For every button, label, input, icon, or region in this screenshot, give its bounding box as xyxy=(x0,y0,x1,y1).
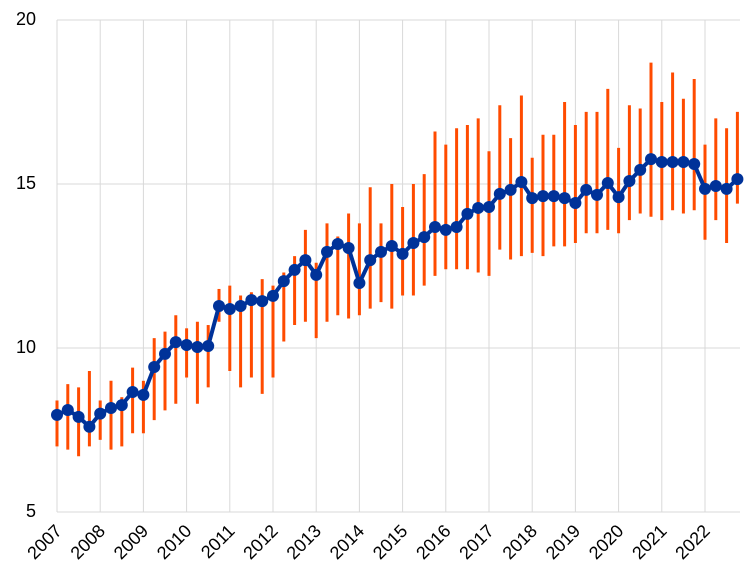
point xyxy=(148,361,161,374)
point xyxy=(731,173,744,186)
point xyxy=(223,302,236,315)
point xyxy=(385,239,398,252)
point xyxy=(364,254,377,267)
point xyxy=(699,182,711,195)
x-tick-label: 2010 xyxy=(153,521,195,563)
point xyxy=(267,289,279,302)
y-tick-label: 10 xyxy=(16,337,36,357)
x-tick-label: 2018 xyxy=(499,521,541,563)
point xyxy=(126,385,139,398)
y-tick-label: 20 xyxy=(16,9,36,29)
x-tick-label: 2016 xyxy=(412,521,454,563)
point xyxy=(61,403,74,416)
x-tick-label: 2013 xyxy=(283,521,325,563)
point xyxy=(353,277,366,290)
point xyxy=(331,238,344,251)
point xyxy=(83,420,96,433)
point xyxy=(72,410,85,423)
point xyxy=(472,201,485,214)
point xyxy=(342,241,355,254)
point xyxy=(234,300,247,313)
point xyxy=(645,153,657,166)
point xyxy=(688,157,701,170)
point xyxy=(677,156,690,169)
x-tick-label: 2020 xyxy=(585,521,627,563)
point xyxy=(105,402,117,415)
point xyxy=(547,190,560,203)
point xyxy=(591,188,603,201)
x-tick-label: 2021 xyxy=(628,521,670,563)
point xyxy=(558,192,571,205)
point xyxy=(709,179,722,192)
y-tick-label: 5 xyxy=(26,501,36,521)
point xyxy=(418,231,431,244)
x-tick-label: 2022 xyxy=(671,521,713,563)
point xyxy=(321,245,333,258)
point xyxy=(515,176,528,189)
point xyxy=(245,294,258,307)
point xyxy=(580,183,593,196)
point xyxy=(396,247,409,260)
x-tick-label: 2014 xyxy=(326,521,368,563)
x-tick-label: 2007 xyxy=(23,521,65,563)
point xyxy=(483,200,495,213)
point xyxy=(504,183,517,196)
point xyxy=(429,220,441,233)
x-tick-label: 2009 xyxy=(110,521,152,563)
point xyxy=(375,245,387,258)
point xyxy=(191,341,204,354)
point xyxy=(137,388,150,401)
x-tick-label: 2015 xyxy=(369,521,411,563)
point xyxy=(288,263,301,276)
point xyxy=(94,407,107,420)
point xyxy=(623,175,636,188)
x-tick-label: 2019 xyxy=(542,521,584,563)
line xyxy=(56,157,739,429)
point xyxy=(439,223,452,236)
point xyxy=(180,339,193,352)
point xyxy=(666,156,679,169)
point xyxy=(169,336,182,349)
x-tick-label: 2008 xyxy=(67,521,109,563)
point xyxy=(537,190,549,203)
point xyxy=(461,207,474,220)
point xyxy=(407,237,420,250)
point xyxy=(115,399,128,412)
point xyxy=(202,340,215,353)
point xyxy=(601,177,614,190)
point xyxy=(526,192,539,205)
y-tick-label: 15 xyxy=(16,173,36,193)
point xyxy=(256,295,269,308)
point xyxy=(655,156,668,169)
point xyxy=(634,163,647,176)
point xyxy=(493,187,506,200)
point xyxy=(612,191,625,204)
point xyxy=(213,300,225,313)
point xyxy=(720,182,733,195)
point xyxy=(450,220,463,233)
point xyxy=(277,275,290,288)
point xyxy=(310,268,323,281)
x-tick-label: 2011 xyxy=(197,521,239,563)
point xyxy=(299,254,312,267)
x-tick-label: 2017 xyxy=(455,521,497,563)
point xyxy=(51,408,63,421)
point xyxy=(569,197,582,210)
x-tick-label: 2012 xyxy=(239,521,281,563)
point xyxy=(159,347,171,360)
